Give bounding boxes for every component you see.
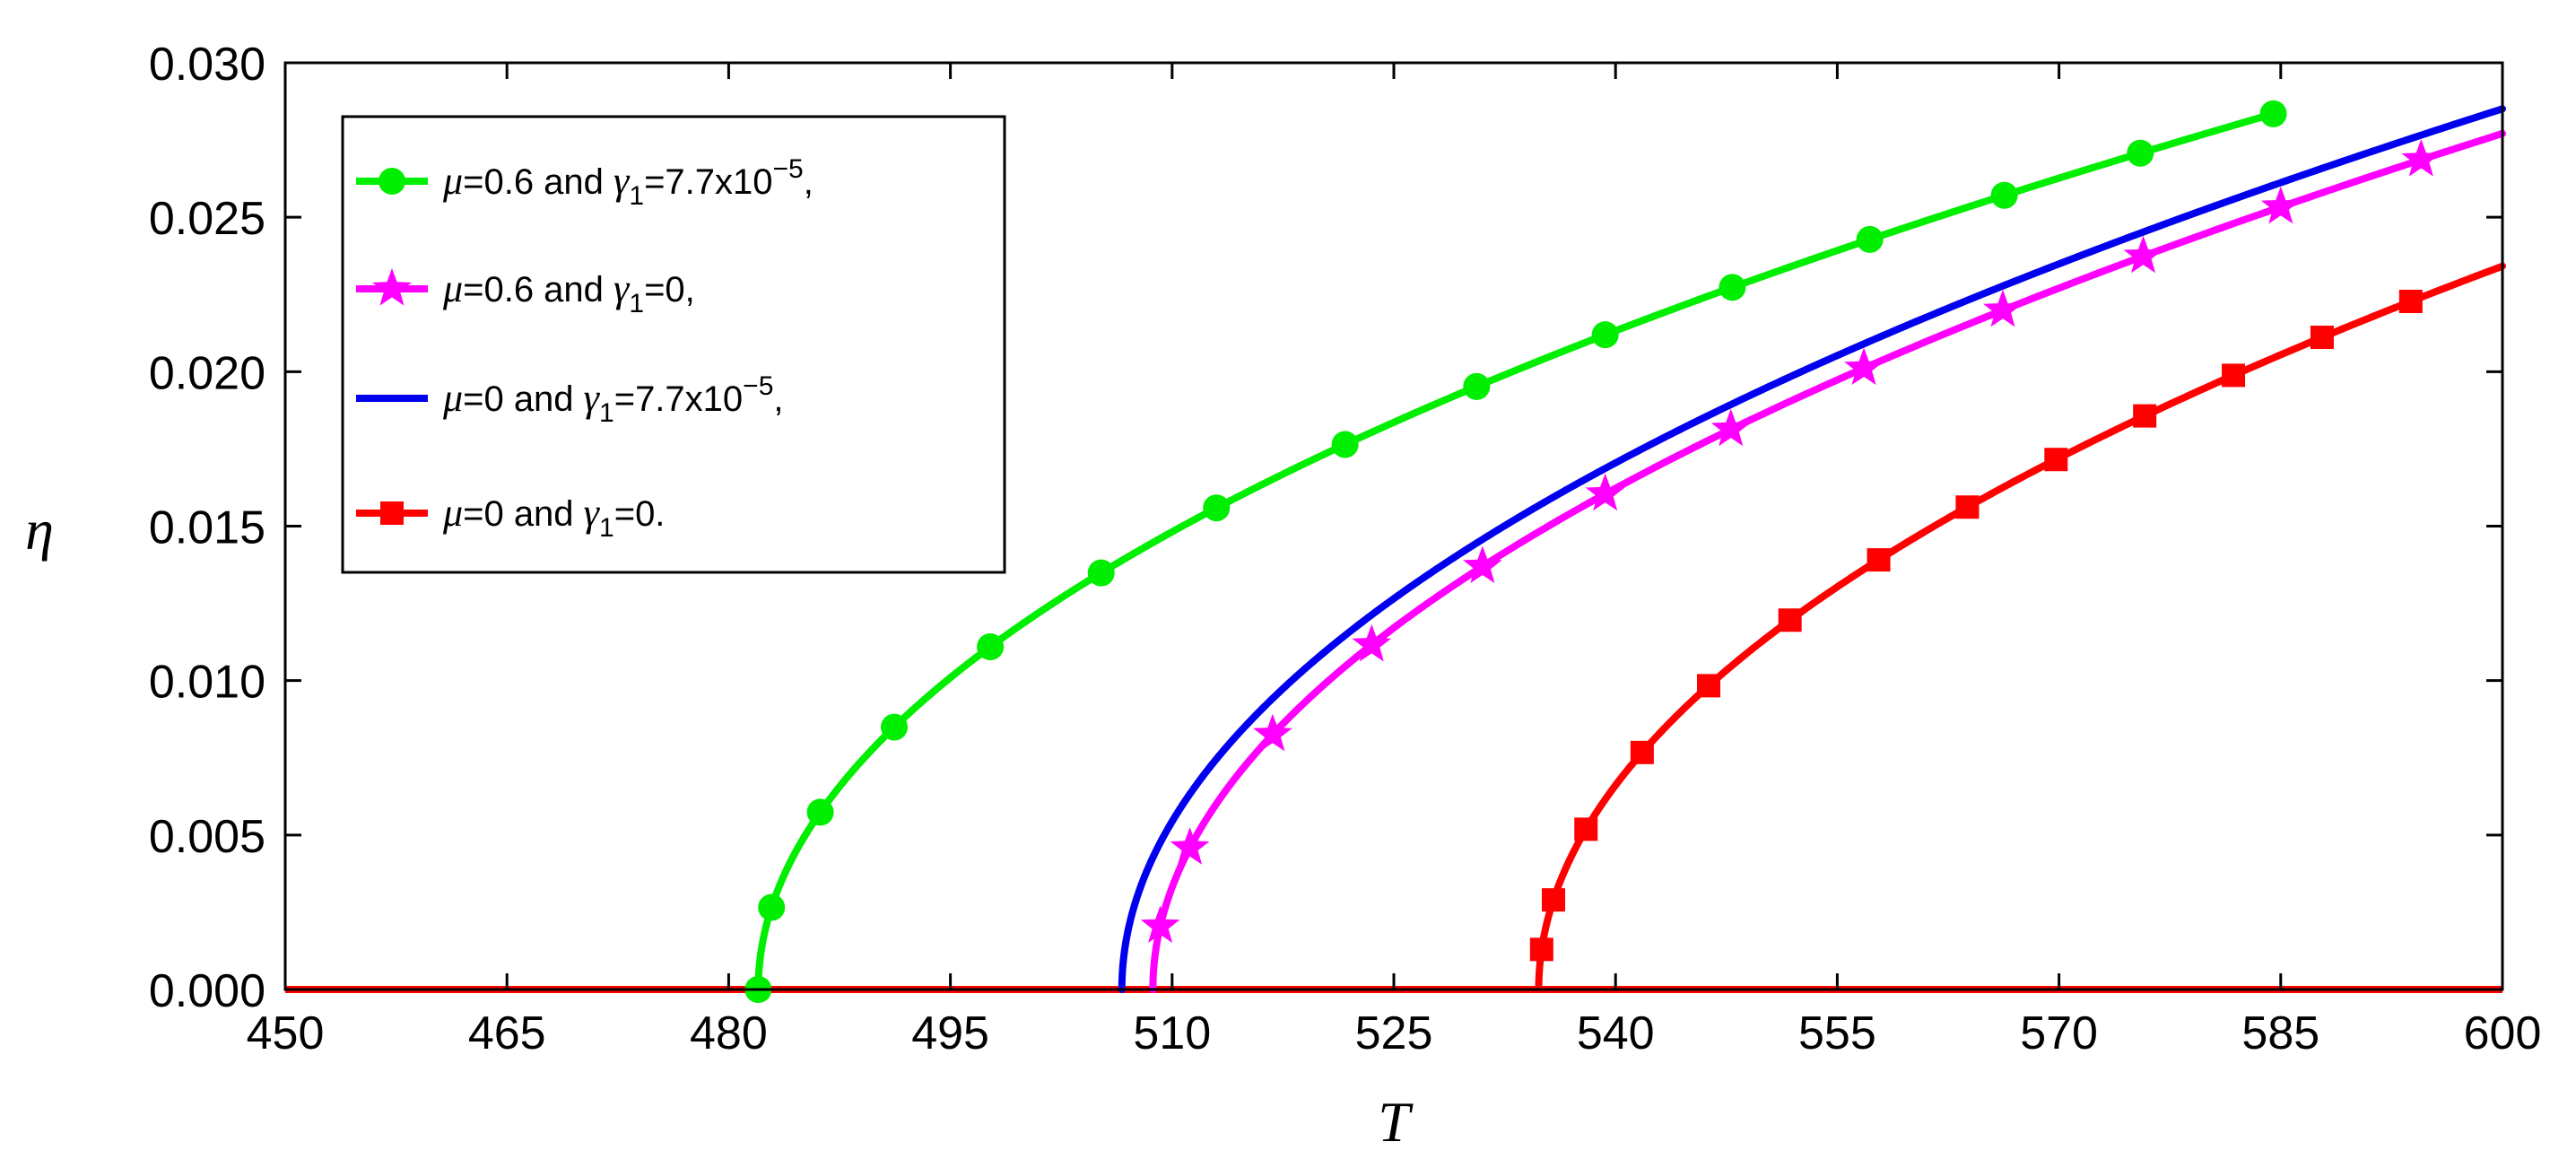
legend-gamma: γ xyxy=(584,491,601,535)
x-tick-label: 585 xyxy=(2241,1007,2319,1059)
legend-eq2: =7.7x10 xyxy=(614,379,743,419)
legend-sub: 1 xyxy=(599,398,614,428)
legend-sub: 1 xyxy=(599,513,614,543)
y-tick-label: 0.025 xyxy=(149,193,265,245)
legend-end: , xyxy=(804,162,814,202)
marker-s3-5 xyxy=(1778,608,1802,632)
marker-s1-9 xyxy=(2123,235,2163,274)
legend-gamma: γ xyxy=(584,376,601,420)
y-tick-label: 0.015 xyxy=(149,502,265,554)
marker-s0-14 xyxy=(2259,100,2287,127)
y-tick-label: 0.005 xyxy=(149,811,265,863)
legend-entry-1: μ=0.6 and γ1=0, xyxy=(442,266,695,318)
legend: μ=0.6 and γ1=7.7x10−5,μ=0.6 and γ1=0,μ=0… xyxy=(341,115,1006,574)
legend-eq2: =7.7x10 xyxy=(644,162,772,202)
x-tick-label: 450 xyxy=(247,1007,325,1059)
x-tick-label: 600 xyxy=(2464,1007,2542,1059)
legend-eq1: =0 and xyxy=(463,494,584,534)
marker-s1-7 xyxy=(1844,347,1884,386)
marker-s1-11 xyxy=(2401,139,2441,177)
y-axis-title: η xyxy=(25,498,54,562)
legend-eq1: =0 and xyxy=(463,379,584,419)
marker-s1-10 xyxy=(2260,186,2301,224)
marker-s0-4 xyxy=(977,632,1005,660)
marker-s0-8 xyxy=(1463,372,1491,400)
marker-s1-2 xyxy=(1252,713,1292,752)
marker-s3-10 xyxy=(2222,363,2246,388)
marker-s3-11 xyxy=(2310,326,2334,350)
y-tick-label: 0.020 xyxy=(149,347,265,399)
legend-eq2: =0. xyxy=(614,494,666,534)
x-tick-label: 480 xyxy=(690,1007,768,1059)
legend-sub: 1 xyxy=(629,289,644,318)
marker-s1-8 xyxy=(1983,289,2023,327)
axes-layer: 450 465 480 495 510 525 540 555 570 585 600 0.000 0.… xyxy=(25,39,2541,1154)
legend-end: , xyxy=(773,379,783,419)
legend-sup: −5 xyxy=(743,371,773,401)
legend-sub: 1 xyxy=(629,181,644,211)
marker-s0-2 xyxy=(806,798,834,826)
marker-s0-10 xyxy=(1719,274,1746,301)
marker-s0-12 xyxy=(1990,181,2018,209)
marker-s1-5 xyxy=(1585,473,1625,511)
y-tick-label: 0.000 xyxy=(149,965,265,1017)
legend-entry-3: μ=0 and γ1=0. xyxy=(442,491,665,543)
legend-sup: −5 xyxy=(773,154,804,184)
legend-mu: μ xyxy=(442,491,463,535)
series-line-1 xyxy=(1149,129,2506,993)
marker-s3-12 xyxy=(2398,289,2423,313)
marker-s0-1 xyxy=(758,893,786,921)
marker-s1-3 xyxy=(1352,623,1392,662)
x-tick-label: 540 xyxy=(1577,1007,1655,1059)
marker-s3-3 xyxy=(1630,740,1654,764)
legend-mu: μ xyxy=(442,159,463,203)
marker-s3-7 xyxy=(1955,495,1980,519)
legend-gamma: γ xyxy=(614,266,631,310)
legend-mu: μ xyxy=(442,266,463,310)
series-line-3 xyxy=(1535,262,2506,993)
marker-s0-7 xyxy=(1331,431,1359,458)
marker-s1-6 xyxy=(1710,408,1751,447)
marker-s1-0 xyxy=(1140,905,1180,943)
marker-s0-5 xyxy=(1087,559,1115,587)
marker-s0-6 xyxy=(1203,494,1231,522)
legend-gamma: γ xyxy=(614,159,631,203)
x-tick-label: 465 xyxy=(468,1007,546,1059)
marker-s0-3 xyxy=(880,713,908,741)
y-tick-label: 0.010 xyxy=(149,657,265,709)
legend-eq1: =0.6 and xyxy=(463,270,614,309)
x-tick-label: 525 xyxy=(1355,1007,1433,1059)
marker-s3-8 xyxy=(2044,448,2068,472)
legend-marker-3 xyxy=(380,501,404,525)
legend-box xyxy=(341,115,1006,574)
legend-entry-2: μ=0 and γ1=7.7x10−5, xyxy=(442,371,784,428)
legend-marker-1 xyxy=(372,268,412,306)
marker-s3-1 xyxy=(1541,888,1565,912)
legend-eq2: =0, xyxy=(644,270,695,309)
marker-s3-9 xyxy=(2133,404,2157,428)
legend-entry-0: μ=0.6 and γ1=7.7x10−5, xyxy=(442,154,814,211)
legend-mu: μ xyxy=(442,376,463,420)
marker-s0-9 xyxy=(1591,321,1619,349)
marker-s1-1 xyxy=(1170,827,1210,865)
y-tick-label: 0.030 xyxy=(149,39,265,91)
marker-s0-11 xyxy=(1856,225,1884,253)
marker-s3-2 xyxy=(1574,817,1598,841)
legend-marker-0 xyxy=(379,168,405,195)
marker-s1-4 xyxy=(1463,545,1502,584)
x-tick-label: 555 xyxy=(1798,1007,1876,1059)
marker-s3-6 xyxy=(1867,548,1891,572)
x-axis-title: T xyxy=(1378,1090,1414,1154)
series-line-0 xyxy=(754,109,2277,993)
marker-s3-0 xyxy=(1529,937,1553,962)
x-tick-label: 510 xyxy=(1133,1007,1211,1059)
series-line-2 xyxy=(1118,105,2506,993)
x-tick-label: 495 xyxy=(911,1007,989,1059)
x-tick-label: 570 xyxy=(2020,1007,2098,1059)
marker-s3-4 xyxy=(1697,674,1721,698)
marker-s0-13 xyxy=(2127,139,2154,167)
legend-eq1: =0.6 and xyxy=(463,162,614,202)
